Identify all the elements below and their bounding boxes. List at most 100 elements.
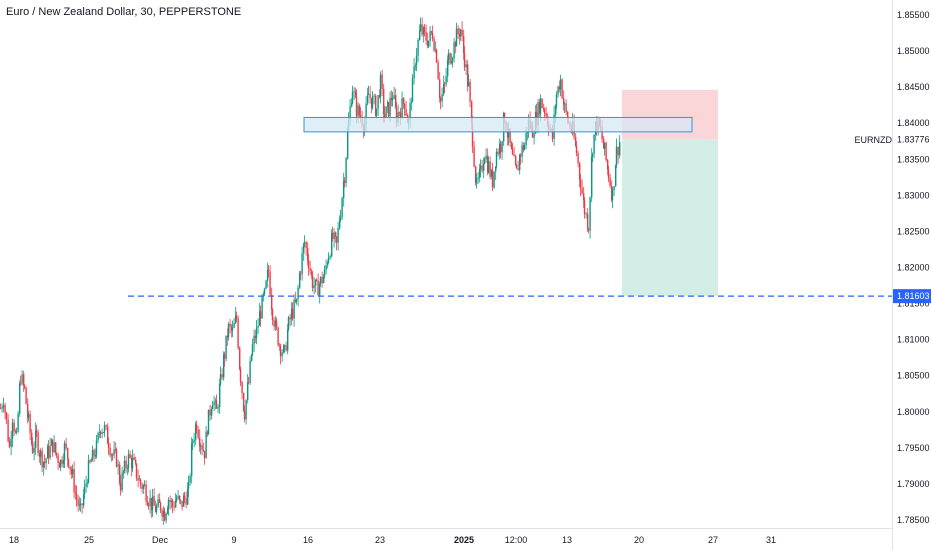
candle-body [611,185,613,201]
candle-body [125,460,127,469]
candle-body [613,186,615,190]
candle-body [5,412,8,420]
candle-body [487,155,489,173]
candle-body [333,232,335,240]
candle-body [435,49,437,51]
y-tick-label: 1.80500 [897,371,930,381]
candle-body [235,315,238,319]
candle-body [299,273,301,288]
candle-body [253,335,255,345]
candle-body [297,287,299,299]
candle-body [199,445,202,447]
candle-body [565,103,567,112]
candle-body [355,97,358,117]
candle-body [273,320,275,327]
candle-body [343,180,345,199]
candle-body [281,352,283,357]
candle-body [187,488,189,505]
candle-body [103,425,106,433]
candle-body [0,408,2,409]
candle-body [429,31,431,41]
candle-body [129,454,131,459]
candle-body [235,315,237,324]
candle-body [63,459,65,464]
candle-body [563,98,565,105]
candle-body [551,129,554,139]
candle-body [131,457,134,469]
candle-body [537,102,539,125]
candle-body [227,335,229,338]
candle-body [107,426,109,444]
candle-body [415,64,417,67]
candle-body [305,242,307,249]
candle-body [583,200,586,215]
candle-body [415,55,418,65]
y-tick-label: 1.81000 [897,335,930,345]
candle-body [303,243,305,254]
candle-body [311,275,314,289]
candle-body [213,401,215,405]
candle-body [73,469,75,493]
candle-body [441,94,443,102]
x-tick-label: 16 [303,535,313,545]
candle-body [39,453,41,457]
candle-body [69,466,71,470]
candle-body [427,40,429,47]
candle-body [359,105,361,116]
candle-body [109,447,111,456]
candle-body [183,495,186,499]
candle-body [171,500,174,507]
candle-body [205,431,207,459]
y-tick-label: 1.83000 [897,190,930,200]
candle-body [433,39,435,51]
candle-body [15,431,17,433]
candle-body [151,496,154,511]
candle-body [289,317,291,320]
level-price-text: 1.81603 [897,291,930,301]
y-tick-label: 1.84000 [897,118,930,128]
candle-body [71,469,74,475]
candle-body [123,460,126,471]
candle-body [175,500,177,508]
candle-body [393,95,395,99]
candle-body [251,344,254,355]
candle-body [365,103,367,124]
candle-body [575,137,577,146]
candle-body [307,248,309,261]
candle-body [533,133,535,138]
candle-body [191,442,194,444]
candle-body [175,498,178,501]
candle-body [543,109,546,114]
candle-body [59,463,61,468]
candle-body [319,283,321,296]
candle-body [497,151,499,154]
candle-body [139,479,142,485]
candle-body [217,407,219,409]
candle-body [591,153,594,157]
candle-body [579,163,581,180]
candle-body [219,374,222,384]
candle-body [283,345,285,353]
candle-body [75,494,78,500]
candle-body [83,486,86,495]
candle-body [403,103,406,109]
candle-body [619,142,621,156]
candle-body [117,464,119,467]
candle-body [127,467,129,469]
candle-body [475,179,478,184]
current-price-label: 1.83776 [897,134,930,144]
candle-body [97,433,99,441]
candle-body [223,354,225,378]
candle-body [423,27,426,32]
candle-body [493,171,495,188]
candle-body [19,383,22,385]
candle-body [21,374,23,384]
candle-body [427,40,430,47]
candle-body [375,95,377,116]
candle-body [337,228,339,243]
candle-body [411,78,414,102]
candle-body [447,53,450,61]
x-tick-label: 2025 [454,535,474,545]
y-tick-label: 1.79000 [897,479,930,489]
